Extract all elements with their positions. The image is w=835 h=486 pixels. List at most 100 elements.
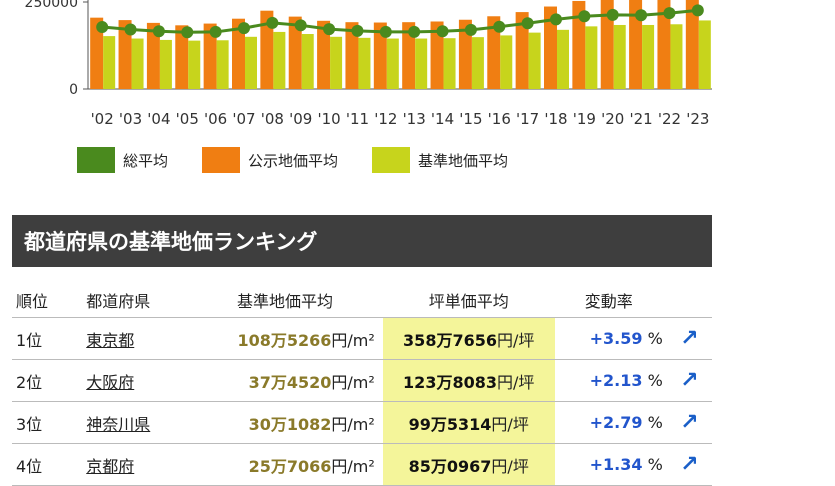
bar-public-price [515,12,529,89]
tsubo-price-value: 85万0967 [408,456,492,476]
header-trend [666,283,712,318]
change-rate-unit: % [647,455,663,474]
land-price-unit: 円/m² [331,330,375,350]
x-tick-label: '17 [516,110,539,128]
bar-standard-price [273,31,286,89]
bar-standard-price [642,24,655,89]
bar-standard-price [103,36,116,89]
point-total-average [464,23,477,36]
bar-standard-price [585,26,598,89]
tsubo-price-value: 99万5314 [408,414,492,434]
x-tick-label: '13 [403,110,426,128]
point-total-average [266,16,279,29]
rank-cell: 3位 [12,401,87,444]
point-total-average [238,22,250,35]
header-prefecture: 都道府県 [86,283,196,318]
change-rate-value: +3.59 [589,329,643,348]
bar-standard-price [613,24,626,89]
bar-public-price [175,25,189,89]
bar-standard-price [131,38,144,89]
point-total-average [691,4,704,17]
rank-cell: 2位 [12,359,87,402]
point-total-average [294,19,307,32]
table-row: 4位 京都府 25万7066円/m² 85万0967円/坪 +1.34 % ↗ [12,443,712,486]
tsubo-price-unit: 円/坪 [491,456,529,476]
bar-standard-price [358,37,371,89]
x-tick-label: '07 [232,110,255,128]
prefecture-link-osaka[interactable]: 大阪府 [86,372,135,392]
change-rate-unit: % [647,329,663,348]
ranking-section-title: 都道府県の基準地価ランキング [12,215,712,267]
bar-standard-price [698,20,711,89]
bar-standard-price [188,40,201,89]
legend-label-standard-price: 基準地価平均 [418,151,509,170]
bar-public-price [657,0,671,90]
prefecture-link-kanagawa[interactable]: 神奈川県 [86,414,151,434]
header-change-rate: 変動率 [554,283,667,318]
x-tick-label: '21 [629,110,652,128]
tsubo-price-unit: 円/坪 [491,414,529,434]
bar-standard-price [245,36,257,89]
point-total-average [521,17,534,30]
bar-public-price [458,19,472,89]
land-price-value: 108万5266 [237,330,332,350]
prefecture-link-kyoto[interactable]: 京都府 [86,456,135,476]
legend-item-total-average: 総平均 [77,147,168,173]
bar-public-price [487,16,501,90]
change-rate-unit: % [647,413,663,432]
point-total-average [379,25,392,38]
bar-standard-price [471,37,484,89]
point-total-average [635,9,648,22]
y-tick-label: 0 [69,82,78,98]
ranking-header-row: 順位 都道府県 基準地価平均 坪単価平均 変動率 [12,283,712,318]
bar-public-price [600,0,614,90]
x-tick-label: '12 [374,110,397,128]
x-tick-label: '09 [289,110,312,128]
bar-standard-price [330,36,343,89]
x-tick-label: '22 [658,110,681,128]
y-tick-label: 250000 [25,0,78,11]
header-tsubo-price: 坪単価平均 [382,283,555,318]
x-tick-label: '04 [147,110,170,128]
table-row: 3位 神奈川県 30万1082円/m² 99万5314円/坪 +2.79 % ↗ [12,401,712,444]
prefecture-link-tokyo[interactable]: 東京都 [86,330,135,350]
tsubo-price-value: 358万7656 [403,330,497,350]
x-tick-label: '19 [573,110,596,128]
bar-public-price [430,21,444,90]
land-price-value: 25万7066 [248,456,332,476]
bar-public-price [373,22,387,90]
x-tick-label: '18 [544,110,567,128]
table-row: 2位 大阪府 37万4520円/m² 123万8083円/坪 +2.13 % ↗ [12,359,712,402]
change-rate-value: +1.34 [589,455,643,474]
point-total-average [96,21,109,34]
chart-bars [90,0,711,90]
land-price-value: 37万4520 [248,372,332,392]
trend-up-arrow-icon: ↗ [680,368,699,393]
point-total-average [578,10,591,23]
bar-standard-price [670,24,683,89]
point-total-average [408,25,421,38]
legend-label-public-price: 公示地価平均 [248,151,339,170]
land-price-unit: 円/m² [331,456,375,476]
point-total-average [493,20,506,33]
x-tick-labels: '02 '03 '04 '05 '06 '07 '08 '09 '10 '11 '12 '13 '14 '… [91,110,710,128]
x-tick-label: '16 [488,110,511,128]
point-total-average [323,23,336,36]
point-total-average [209,25,222,38]
land-price-unit: 円/m² [331,372,375,392]
point-total-average [550,13,562,26]
bar-standard-price [415,38,428,89]
bar-public-price [572,0,586,89]
bar-public-price [260,10,274,90]
trend-up-arrow-icon: ↗ [680,452,699,477]
bar-standard-price [500,35,513,89]
x-tick-label: '08 [261,110,284,128]
bar-public-price [544,6,557,89]
legend-swatch-public-price [202,147,241,173]
change-rate-unit: % [647,371,663,390]
tsubo-price-value: 123万8083 [403,372,497,392]
bar-public-price [345,22,359,90]
bar-public-price [90,17,104,89]
point-total-average [181,26,194,39]
line-total-average [102,8,698,34]
